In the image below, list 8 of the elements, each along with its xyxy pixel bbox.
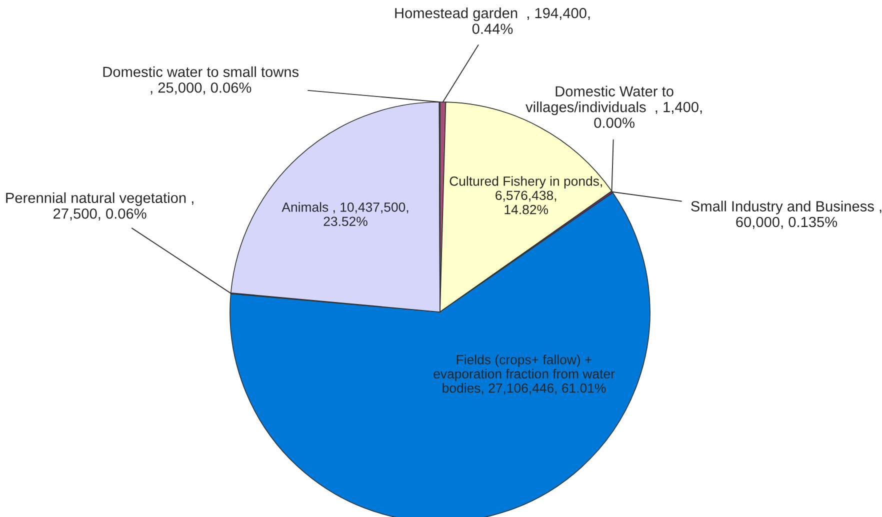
slice-label: Domestic water to small towns , 25,000, 0.06% [103,66,299,94]
slice-label: Domestic Water to villages/individuals , 1,400, 0.00% [526,86,702,128]
slice-label: Small Industry and Business , 60,000, 0.135% [691,200,882,229]
slice-label: Homestead garden , 194,400, 0.44% [395,8,590,34]
slice-label: Animals , 10,437,500, 23.52% [282,202,408,226]
slice-label: Fields (crops+ fallow) + evaporation fraction from water bodies, 27,106,446, 61.01% [434,354,615,394]
slice-label: Cultured Fishery in ponds, 6,576,438, 14.82% [450,176,602,214]
slice-label: Perennial natural vegetation , 27,500, 0.06% [6,192,194,220]
